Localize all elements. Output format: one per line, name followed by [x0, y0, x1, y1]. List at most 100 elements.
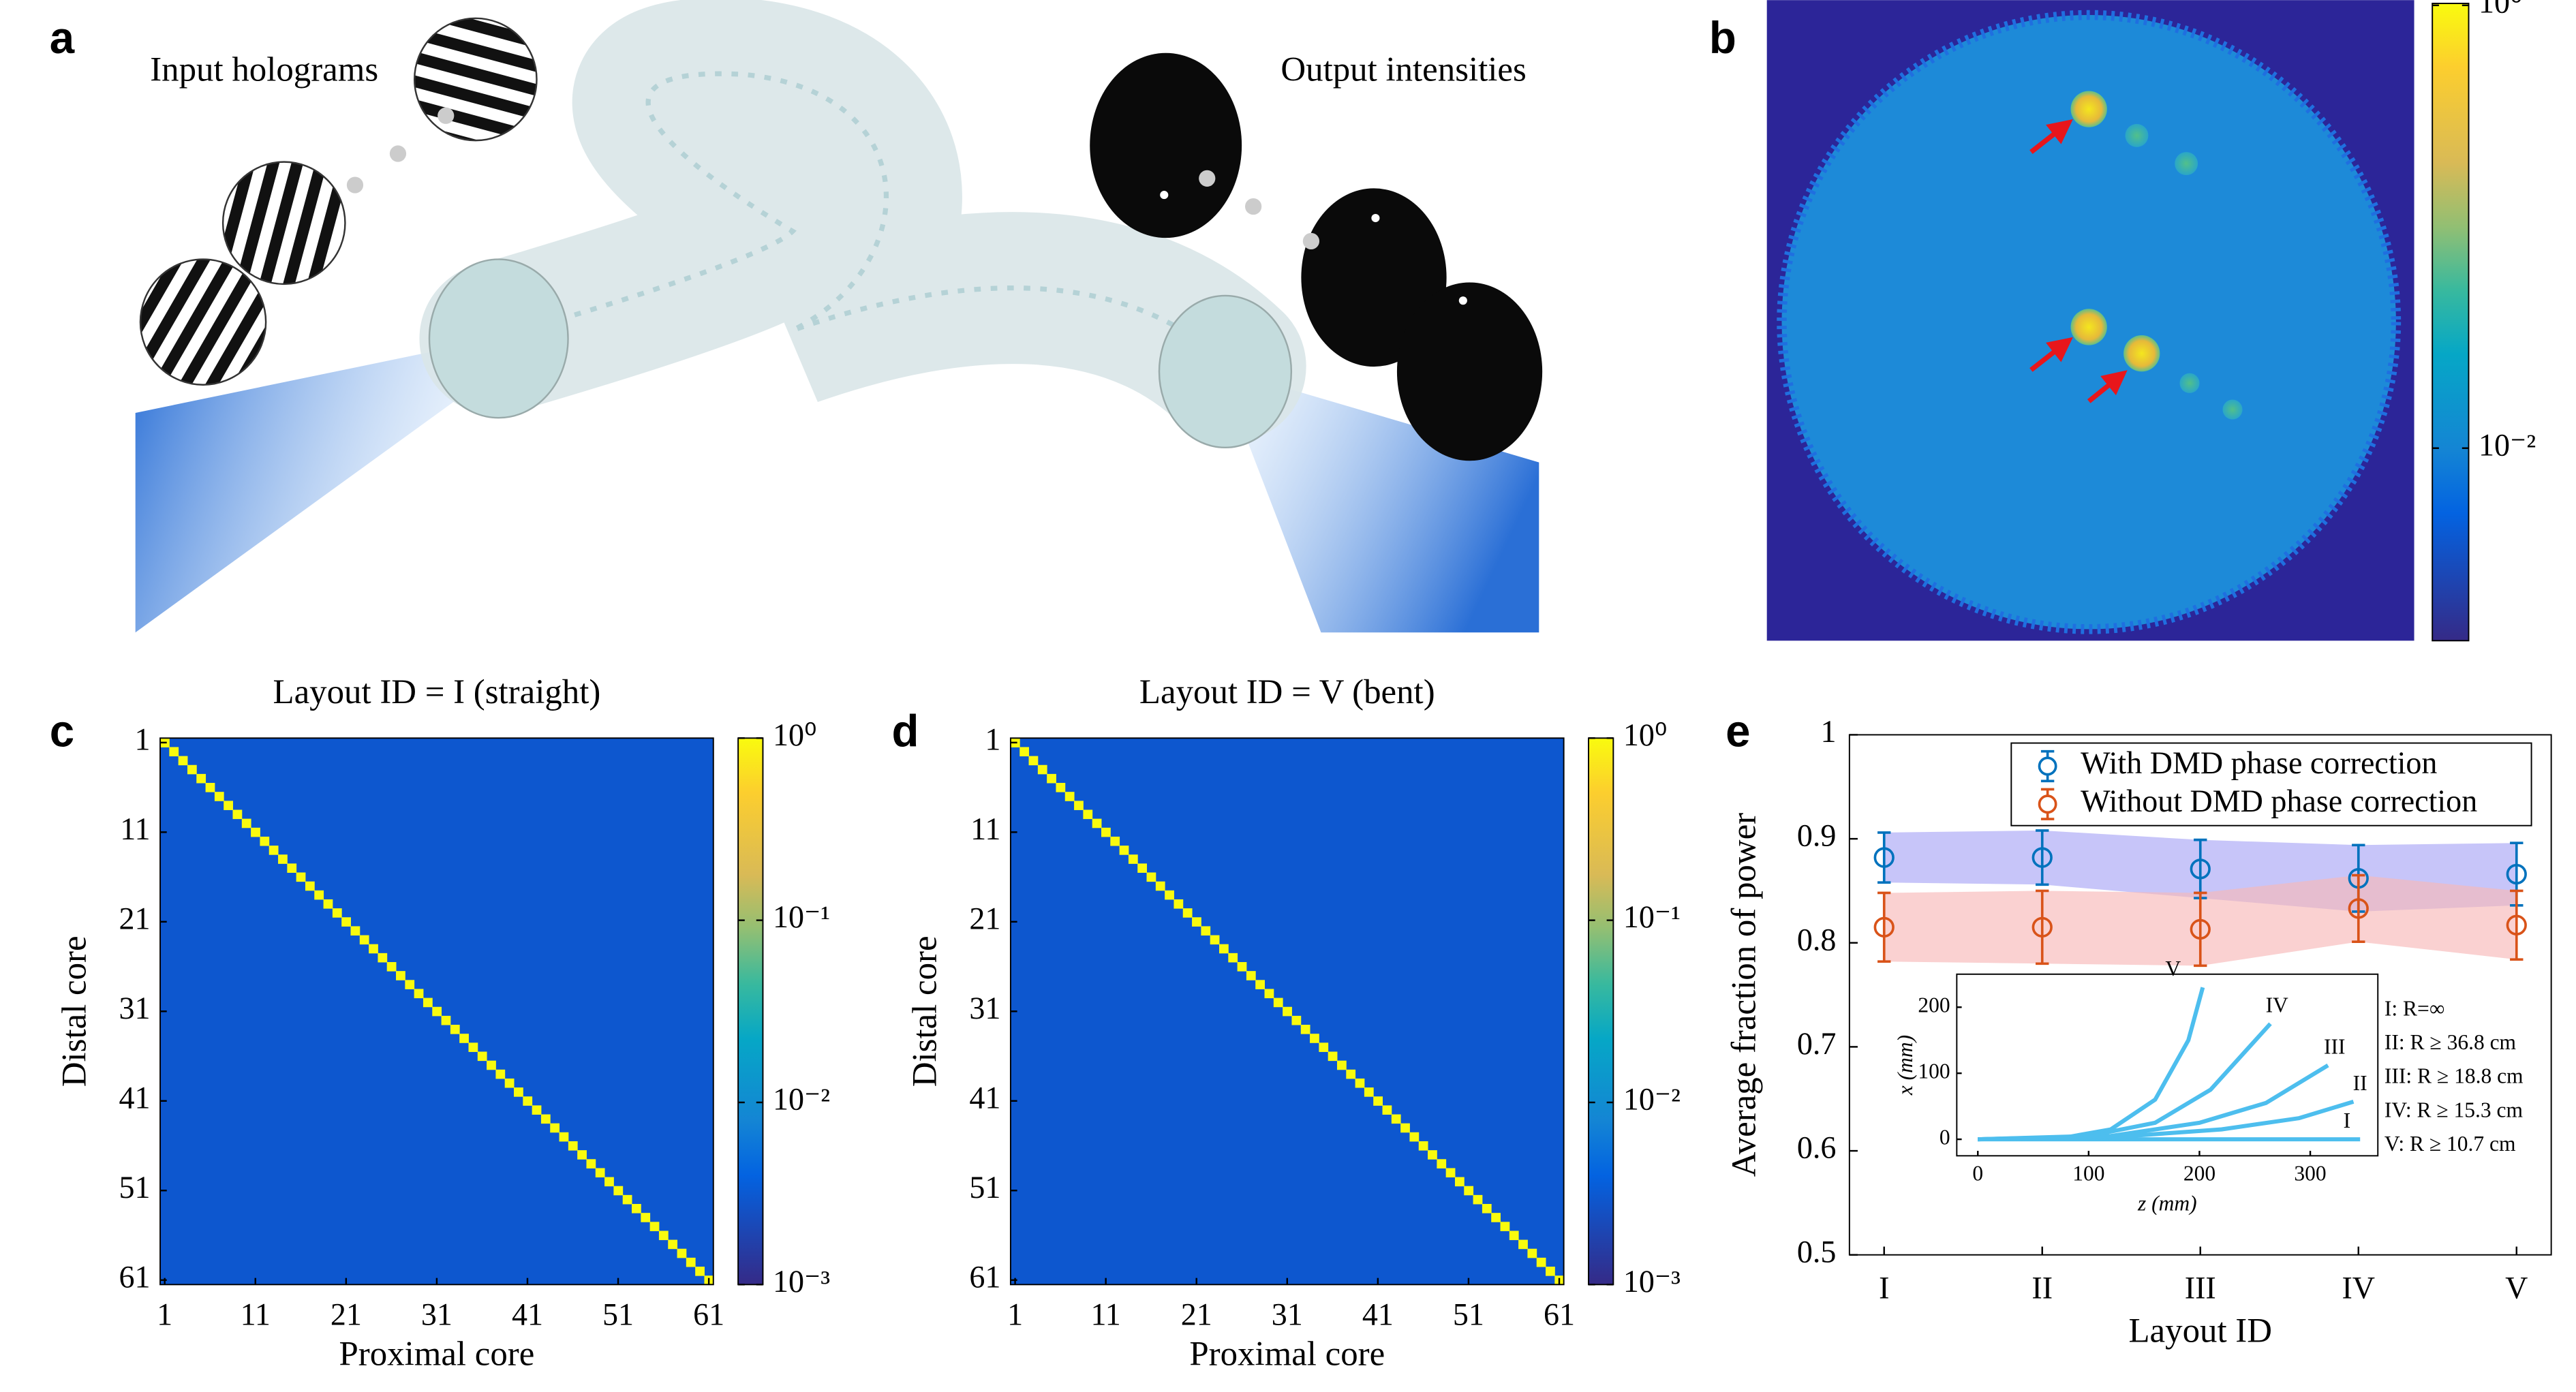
- heatmap-cell: [1083, 809, 1093, 820]
- heatmap-cell: [1092, 818, 1102, 829]
- heatmap-cell: [224, 801, 233, 810]
- y-tick-label: 100: [1918, 1059, 1950, 1083]
- chart-title: Layout ID = I (straight): [273, 673, 601, 711]
- heatmap-cell: [278, 854, 288, 864]
- heatmap-cell: [559, 1132, 569, 1142]
- heatmap-cell: [305, 881, 315, 891]
- heatmap-cell: [695, 1267, 705, 1276]
- marker: [2190, 918, 2211, 940]
- y-tick-label: 31: [969, 991, 1000, 1025]
- heatmap-cell: [487, 1060, 496, 1070]
- y-tick-label: 11: [970, 811, 1000, 846]
- x-tick-label: V: [2505, 1271, 2528, 1305]
- y-tick-label: 31: [119, 991, 150, 1025]
- heatmap-cell: [1056, 783, 1066, 792]
- colorbar-label: 10⁻²: [1623, 1082, 1681, 1117]
- output-beam: [1230, 371, 1539, 633]
- x-tick-label: 1: [157, 1297, 172, 1331]
- heatmap-cell: [1047, 773, 1056, 784]
- panel-letter: d: [891, 707, 919, 756]
- heatmap-cell: [532, 1105, 542, 1115]
- x-tick-label: 61: [1544, 1297, 1575, 1331]
- heatmap-cell: [350, 926, 361, 936]
- heatmap-cell: [595, 1168, 605, 1178]
- heatmap-cell: [1319, 1042, 1329, 1052]
- panel-letter: b: [1709, 13, 1736, 63]
- y-tick-label: 41: [969, 1080, 1000, 1115]
- error-bar: [2036, 829, 2049, 886]
- y-tick-label: 0.7: [1797, 1026, 1837, 1061]
- panel-letter: c: [50, 707, 74, 756]
- y-tick-label: 21: [969, 901, 1000, 935]
- y-tick-label: 0.8: [1797, 922, 1837, 957]
- heatmap-cell: [540, 1114, 551, 1124]
- hologram: [221, 161, 346, 285]
- heatmap-cell: [169, 747, 179, 757]
- y-tick-label: 200: [1918, 993, 1950, 1017]
- heatmap-cell: [314, 890, 324, 900]
- dot: [1199, 170, 1216, 187]
- annotation: I: R=∞: [2385, 996, 2444, 1020]
- curve-label: III: [2324, 1035, 2345, 1059]
- heatmap-cell: [1028, 756, 1039, 766]
- heatmap-cell: [1400, 1123, 1410, 1133]
- ghost-spot: [2125, 123, 2149, 147]
- curve-label: IV: [2266, 993, 2288, 1017]
- heatmap-cell: [658, 1231, 669, 1241]
- heatmap-cell: [577, 1150, 587, 1160]
- spot: [1458, 296, 1467, 305]
- x-tick-label: 61: [693, 1297, 724, 1331]
- heatmap-cell: [1418, 1141, 1428, 1151]
- heatmap-cell: [586, 1159, 596, 1169]
- y-tick-label: 21: [119, 901, 150, 935]
- heatmap-cell: [1509, 1231, 1519, 1241]
- y-tick-label: 51: [969, 1170, 1000, 1205]
- heatmap-cell: [1473, 1194, 1483, 1205]
- heatmap-cell: [1228, 953, 1238, 963]
- heatmap-cell: [523, 1096, 533, 1106]
- ghost-spot: [2179, 373, 2200, 393]
- annotation: III: R ≥ 18.8 cm: [2385, 1064, 2524, 1088]
- distal-facet: [1158, 294, 1293, 449]
- heatmap-cell: [1101, 827, 1111, 837]
- panel-b-image: [1766, 0, 2414, 641]
- heatmap-cell: [1346, 1069, 1356, 1079]
- y-tick-label: 0.6: [1797, 1130, 1837, 1165]
- heatmap-cell: [178, 756, 188, 766]
- heatmap-cell: [323, 899, 333, 909]
- facet-texture: [1777, 10, 2402, 634]
- arrow: [2087, 370, 2128, 403]
- heatmap-cell: [1437, 1159, 1447, 1169]
- heatmap-cell: [1409, 1132, 1420, 1142]
- colorbar-label: 10⁻³: [1623, 1264, 1681, 1299]
- x-tick-label: IV: [2342, 1271, 2375, 1305]
- heatmap-cell: [1210, 935, 1220, 945]
- heatmap-cell: [514, 1087, 523, 1097]
- panel-letter: a: [50, 13, 75, 63]
- arrow: [2029, 337, 2073, 372]
- heatmap-cell: [1165, 890, 1174, 900]
- heatmap-cell: [1445, 1168, 1456, 1178]
- heatmap-cell: [386, 961, 397, 972]
- dot: [389, 145, 407, 162]
- heatmap-cell: [1391, 1114, 1401, 1124]
- heatmap-cell: [459, 1034, 469, 1043]
- annotation: IV: R ≥ 15.3 cm: [2385, 1098, 2524, 1122]
- heatmap-cell: [632, 1203, 641, 1213]
- heatmap-cell: [1182, 908, 1193, 918]
- x-tick-label: I: [1879, 1271, 1889, 1305]
- dot: [1245, 198, 1262, 215]
- y-tick-label: 11: [120, 811, 150, 846]
- focus-spot: [2123, 335, 2160, 372]
- colorbar: [1588, 737, 1614, 1286]
- dot: [438, 107, 455, 124]
- y-tick-label: 1: [985, 722, 1000, 756]
- heatmap-cell: [1482, 1203, 1492, 1213]
- x-axis-label: Layout ID: [2128, 1312, 2272, 1350]
- colorbar-label: 10⁻¹: [773, 899, 830, 934]
- dot: [346, 176, 364, 194]
- heatmap-cell: [232, 809, 243, 820]
- heatmap-cell: [1201, 926, 1211, 936]
- ghost-spot: [2175, 152, 2198, 176]
- x-tick-label: 300: [2294, 1162, 2326, 1186]
